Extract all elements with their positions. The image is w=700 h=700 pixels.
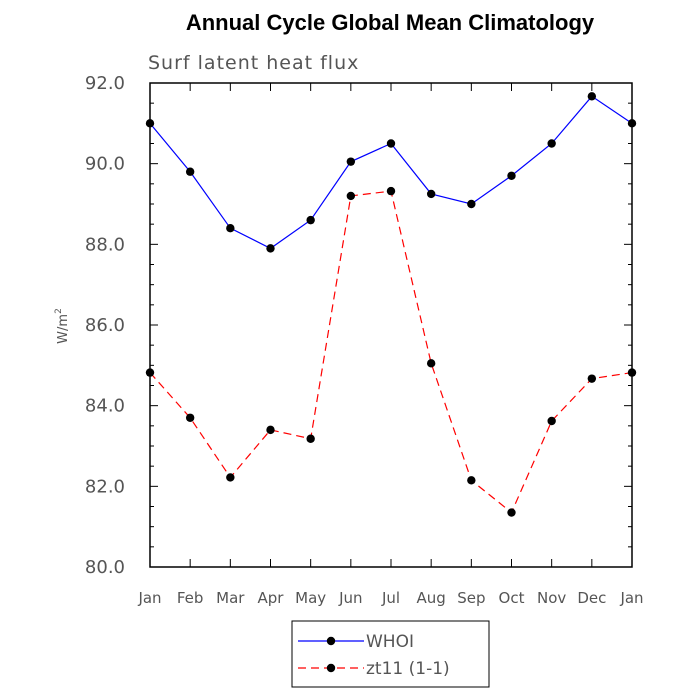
- x-tick-label: Apr: [258, 589, 285, 607]
- data-point: [426, 189, 436, 199]
- y-tick-label: 80.0: [85, 557, 125, 578]
- y-tick-label: 82.0: [85, 476, 125, 497]
- y-tick-label: 84.0: [85, 396, 125, 417]
- x-tick-label: Nov: [537, 589, 566, 607]
- data-point: [587, 374, 597, 383]
- series-layer: [145, 92, 637, 517]
- data-point: [346, 157, 356, 166]
- series-1: [145, 186, 637, 517]
- series-line: [149, 95, 633, 250]
- data-point: [226, 224, 235, 233]
- data-point: [467, 199, 476, 209]
- legend-label: WHOI: [366, 632, 414, 652]
- x-tick-label: Jun: [338, 589, 362, 607]
- chart-title: Annual Cycle Global Mean Climatology: [186, 10, 595, 35]
- data-point: [306, 434, 315, 443]
- x-tick-label: Oct: [499, 589, 525, 607]
- y-tick-label: 90.0: [85, 154, 125, 175]
- y-tick-label: 92.0: [85, 73, 125, 94]
- data-point: [587, 92, 597, 101]
- x-tick-label: Jan: [137, 589, 161, 607]
- series-line: [149, 190, 633, 514]
- x-tick-label: May: [295, 589, 326, 607]
- plot-frame: [149, 82, 633, 568]
- y-tick-label: 88.0: [85, 234, 125, 255]
- y-axis-label: W/m2: [54, 308, 71, 344]
- data-point: [266, 244, 275, 253]
- x-tick-label: Jul: [381, 589, 400, 607]
- y-axis-label-superscript: 2: [54, 308, 64, 314]
- data-point: [426, 359, 436, 368]
- x-tick-label: Feb: [177, 589, 204, 607]
- data-point: [386, 186, 396, 196]
- x-tick-label: Jan: [619, 589, 643, 607]
- x-tick-label: Sep: [457, 589, 485, 607]
- legend-marker: [326, 663, 336, 673]
- legend-box: [291, 620, 490, 688]
- data-point: [507, 171, 516, 180]
- x-tick-label: Aug: [417, 589, 446, 607]
- y-tick-label: 86.0: [85, 315, 125, 336]
- data-point: [547, 416, 556, 426]
- x-tick-label: Mar: [216, 589, 245, 607]
- data-point: [467, 476, 476, 485]
- data-point: [185, 413, 195, 422]
- ticks-layer: 80.0 82.0 84.0 86.0 88.0 90.0 92.0 Jan Feb Mar Apr…: [85, 73, 644, 607]
- data-point: [547, 139, 556, 148]
- legend-marker: [326, 636, 336, 646]
- data-point: [346, 191, 356, 201]
- legend-label: zt11 (1-1): [366, 659, 450, 679]
- y-axis-label-text: W/m: [56, 314, 71, 344]
- data-point: [386, 139, 396, 148]
- chart-subtitle: Surf latent heat flux: [148, 52, 359, 74]
- legend: WHOI zt11 (1-1): [291, 620, 490, 688]
- series-0: [145, 92, 637, 253]
- data-point: [226, 473, 235, 482]
- x-tick-label: Dec: [577, 589, 606, 607]
- data-point: [306, 215, 315, 225]
- data-point: [185, 167, 195, 176]
- data-point: [266, 425, 275, 435]
- data-point: [507, 508, 516, 517]
